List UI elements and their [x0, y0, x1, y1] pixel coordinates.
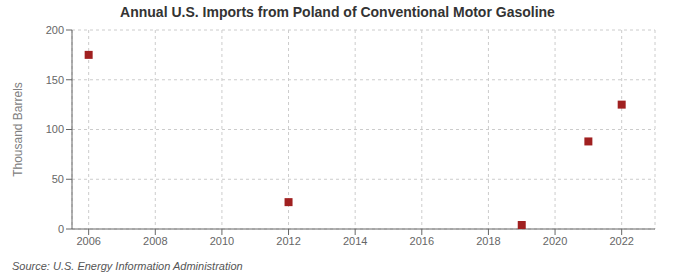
svg-text:50: 50 [52, 173, 64, 185]
svg-text:2014: 2014 [343, 235, 367, 247]
svg-text:2010: 2010 [210, 235, 234, 247]
svg-text:150: 150 [46, 74, 64, 86]
svg-text:Thousand Barrels: Thousand Barrels [11, 82, 25, 177]
svg-text:2018: 2018 [476, 235, 500, 247]
svg-text:100: 100 [46, 123, 64, 135]
html-text:Annual U.S. Imports from Polan: Annual U.S. Imports from Poland of Conve… [120, 4, 555, 20]
svg-text:2006: 2006 [76, 235, 100, 247]
html-text:Source: U.S. Energy Informatio: Source: U.S. Energy Information Administ… [12, 260, 243, 272]
svg-text:2020: 2020 [543, 235, 567, 247]
svg-text:2022: 2022 [609, 235, 633, 247]
svg-text:0: 0 [58, 223, 64, 235]
svg-text:2008: 2008 [143, 235, 167, 247]
svg-text:2016: 2016 [410, 235, 434, 247]
svg-text:2012: 2012 [276, 235, 300, 247]
svg-text:200: 200 [46, 24, 64, 36]
